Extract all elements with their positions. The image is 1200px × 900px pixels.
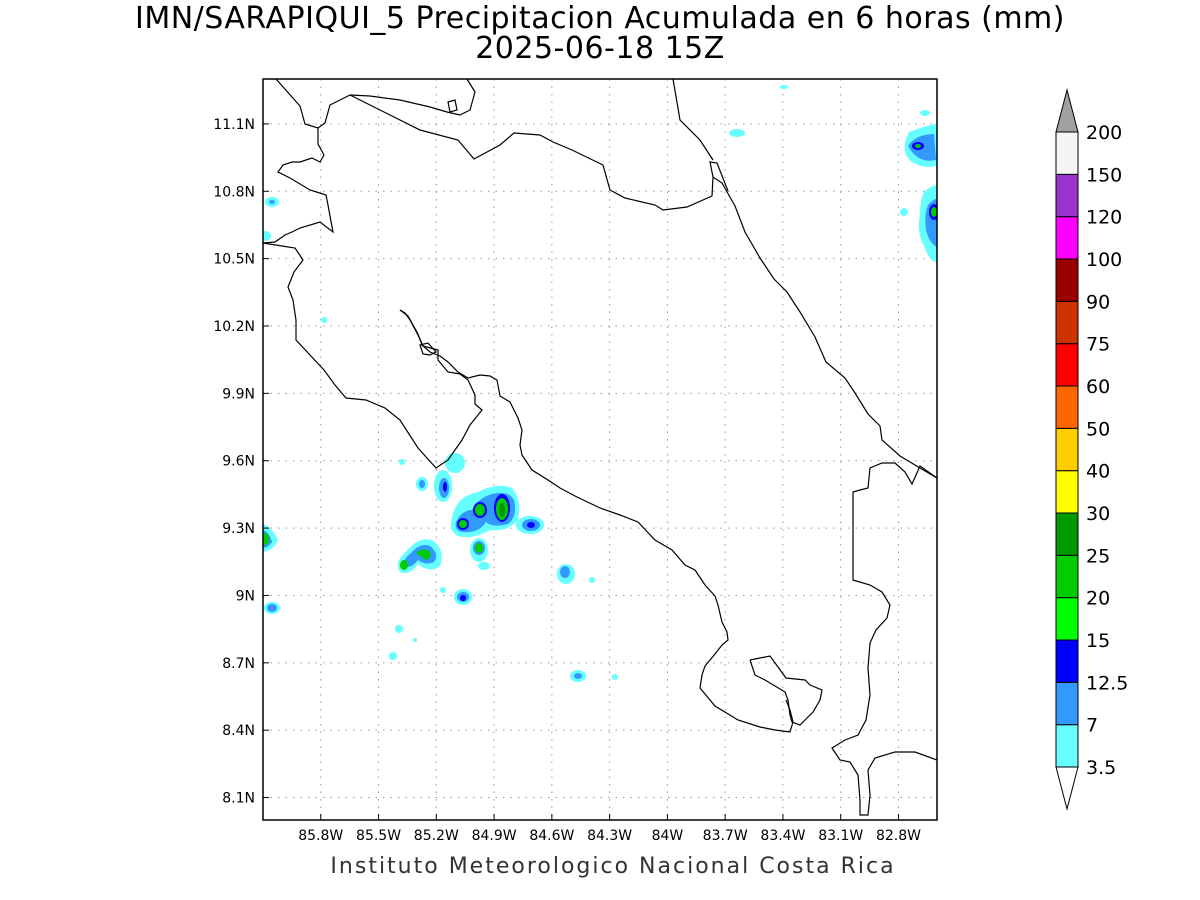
precip-cell-west-coast [263, 524, 280, 614]
legend-level-label: 15 [1086, 630, 1110, 652]
legend-swatch [1055, 427, 1079, 472]
legend-level-label: 150 [1086, 164, 1122, 186]
nicoya-island [419, 342, 437, 356]
legend-swatch [1055, 300, 1079, 345]
legend-swatch [1055, 470, 1079, 514]
color-legend: 3.5 7 12.5 15 20 25 30 40 50 60 75 90 100 120 150 200 [1055, 88, 1128, 811]
legend-level-label: 3.5 [1086, 757, 1116, 779]
legend-level-label: 200 [1086, 122, 1122, 144]
nicoya-coast [263, 242, 483, 469]
map-frame [262, 78, 938, 821]
precip-cell-northeast [900, 110, 937, 263]
nicaragua-lake-island [447, 99, 458, 113]
osa-peninsula-coast [749, 655, 823, 726]
coastlines [263, 79, 937, 816]
legend-level-label: 75 [1086, 334, 1110, 356]
lon-tick-label: 85.5W [356, 828, 401, 844]
precip-cell-guanacaste [263, 197, 327, 323]
lon-tick-label: 84W [652, 828, 684, 844]
nicaragua-coast [349, 79, 476, 116]
precip-cell-north [729, 129, 745, 137]
lon-tick-label: 83.7W [703, 828, 748, 844]
legend-level-label: 25 [1086, 545, 1110, 567]
legend-swatch [1055, 343, 1079, 387]
lon-tick-label: 82.8W [876, 828, 921, 844]
gulf-of-nicoya-inner-coast [399, 309, 794, 733]
legend-level-label: 100 [1086, 249, 1122, 271]
legend-swatch [1055, 512, 1079, 556]
legend-swatch [1055, 597, 1079, 641]
lat-tick-label: 8.4N [222, 723, 255, 739]
map-grid [263, 79, 937, 820]
legend-swatch [1055, 639, 1079, 683]
legend-swatch [1055, 385, 1079, 429]
nicaragua-border [275, 79, 729, 211]
lat-tick-label: 9.3N [222, 521, 255, 537]
chart-subtitle-date: 2025-06-18 15Z [475, 31, 725, 66]
legend-swatch [1055, 258, 1079, 302]
lat-tick-label: 11.1N [213, 117, 255, 133]
panama-border [831, 462, 937, 816]
lat-tick-label: 9.9N [222, 386, 255, 402]
legend-swatch [1055, 724, 1079, 768]
legend-level-label: 50 [1086, 418, 1110, 440]
legend-swatch [1055, 216, 1079, 260]
legend-lower-arrow [1055, 766, 1079, 811]
chart-title: IMN/SARAPIQUI_5 Precipitacion Acumulada … [135, 1, 1065, 36]
legend-level-label: 20 [1086, 588, 1110, 610]
legend-swatch [1055, 554, 1079, 599]
legend-swatch [1055, 681, 1079, 726]
longitude-axis: 85.8W 85.5W 85.2W 84.9W 84.6W 84.3W 84W 83.7W 83… [298, 814, 921, 844]
legend-swatch [1055, 173, 1079, 218]
lon-tick-label: 83.1W [818, 828, 863, 844]
latitude-axis: 11.1N 10.8N 10.5N 10.2N 9.9N 9.6N 9.3N 9N 8.7N 8.… [213, 117, 269, 807]
caribbean-coast [712, 176, 937, 479]
legend-level-label: 120 [1086, 207, 1122, 229]
lat-tick-label: 10.5N [213, 252, 255, 268]
footer-credit: Instituto Meteorologico Nacional Costa R… [330, 854, 896, 879]
lon-tick-label: 85.8W [298, 828, 343, 844]
legend-level-label: 12.5 [1086, 672, 1128, 694]
legend-level-label: 30 [1086, 503, 1110, 525]
lon-tick-label: 84.9W [472, 828, 517, 844]
lat-tick-label: 10.2N [213, 319, 255, 335]
legend-upper-arrow [1055, 88, 1079, 133]
legend-swatch [1055, 131, 1079, 175]
precip-cell-central-pacific [389, 453, 618, 682]
lon-tick-label: 84.3W [587, 828, 632, 844]
lat-tick-label: 9.6N [222, 454, 255, 470]
lat-tick-label: 9N [236, 588, 255, 604]
precipitation-cells [263, 85, 937, 682]
lat-tick-label: 8.7N [222, 656, 255, 672]
pacific-coast [263, 128, 334, 244]
lon-tick-label: 84.6W [529, 828, 574, 844]
lat-tick-label: 8.1N [222, 791, 255, 807]
lon-tick-label: 83.4W [760, 828, 805, 844]
legend-level-label: 40 [1086, 461, 1110, 483]
lon-tick-label: 85.2W [414, 828, 459, 844]
precip-cell-north-small [780, 85, 788, 89]
lat-tick-label: 10.8N [213, 184, 255, 200]
legend-level-label: 60 [1086, 376, 1110, 398]
legend-level-label: 7 [1086, 715, 1098, 737]
legend-level-label: 90 [1086, 291, 1110, 313]
nicaragua-caribbean-coast [672, 79, 714, 161]
